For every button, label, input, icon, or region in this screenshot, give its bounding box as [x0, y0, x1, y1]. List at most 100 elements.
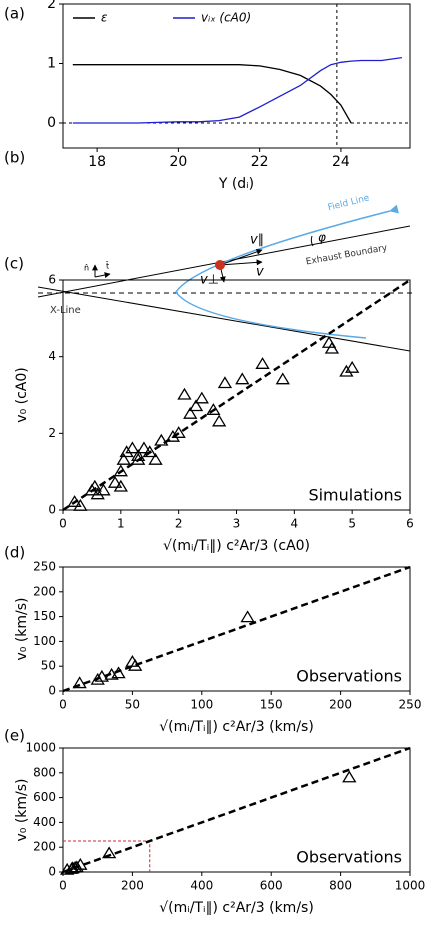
- point: [67, 495, 82, 507]
- y-tick-label: 0: [48, 865, 56, 879]
- plot-frame: [62, 747, 411, 873]
- point: [73, 498, 88, 511]
- diagram: n̂ t̂ X-Line Field Line Exhaust Boundary…: [37, 193, 412, 352]
- point: [96, 483, 111, 496]
- x-tick-label: 6: [406, 517, 414, 531]
- point: [113, 479, 128, 492]
- y-tick-label: 400: [33, 815, 56, 829]
- point: [116, 452, 131, 465]
- point: [188, 399, 204, 412]
- arrow: [94, 272, 111, 279]
- legend-label: ε: [101, 11, 108, 25]
- x-tick-label: 800: [329, 879, 352, 893]
- x-tick-label: 0: [59, 517, 67, 531]
- panel-label: (c): [4, 255, 24, 273]
- label: v∥: [250, 233, 264, 248]
- point: [131, 449, 146, 461]
- point: [102, 846, 117, 859]
- x-tick-label: 200: [121, 879, 144, 893]
- y-tick-label: 800: [33, 765, 56, 779]
- y-tick-label: 50: [41, 659, 56, 673]
- x-tick-label: 400: [190, 879, 213, 893]
- x-tick-label: 0: [59, 879, 67, 893]
- angle-arc: [310, 235, 314, 247]
- point: [339, 364, 354, 377]
- y-tick-label: 4: [48, 349, 56, 363]
- x-axis-label: Y (dᵢ): [218, 176, 254, 192]
- point: [90, 672, 105, 685]
- point: [212, 414, 227, 427]
- point: [275, 372, 290, 385]
- x-tick-label: 1000: [395, 879, 426, 893]
- x-tick-label: 20: [169, 154, 187, 170]
- plot-frame: [62, 566, 411, 692]
- panel-label: (e): [4, 727, 25, 745]
- x-axis-label: √(mᵢ/Tᵢ∥) c²Ar/3 (cA0): [163, 538, 310, 554]
- y-axis-label: v₀ (km/s): [14, 778, 30, 841]
- y-tick-label: 100: [33, 634, 56, 648]
- label: Field Line: [327, 193, 371, 213]
- x-tick-label: 150: [260, 698, 283, 712]
- fit-line: [62, 746, 411, 874]
- y-axis-label: v₀ (km/s): [14, 597, 30, 660]
- point: [171, 426, 186, 438]
- point: [136, 441, 152, 454]
- fit-line: [62, 278, 411, 512]
- point: [165, 429, 181, 442]
- x-tick-label: 5: [348, 517, 356, 531]
- x-tick-label: 18: [88, 154, 106, 170]
- point: [194, 391, 209, 404]
- label: φ: [318, 231, 326, 245]
- point: [94, 669, 110, 682]
- point: [206, 403, 221, 415]
- point: [113, 464, 128, 477]
- x-tick-label: 22: [251, 154, 269, 170]
- panel-label: (a): [4, 5, 25, 23]
- x-tick-label: 200: [329, 698, 352, 712]
- x-tick-label: 50: [125, 698, 140, 712]
- x-axis-label: √(mᵢ/Tᵢ∥) c²Ar/3 (km/s): [159, 900, 314, 916]
- point: [125, 441, 140, 454]
- panel-label: (d): [4, 544, 25, 562]
- point: [177, 387, 192, 400]
- point: [128, 658, 143, 671]
- arrow: [219, 248, 263, 266]
- x-tick-label: 2: [175, 517, 183, 531]
- annotation: Simulations: [308, 486, 402, 505]
- point: [87, 479, 102, 492]
- x-tick-label: 4: [291, 517, 299, 531]
- point: [255, 357, 270, 369]
- y-tick-label: 2: [48, 426, 56, 440]
- panel-label: (b): [4, 149, 25, 167]
- series-line: [72, 56, 402, 124]
- legend-label: vᵢₓ (cA0): [201, 11, 251, 25]
- y-tick-label: 1000: [25, 741, 56, 755]
- annotation: Observations: [296, 848, 402, 867]
- x-tick-label: 1: [117, 517, 125, 531]
- y-tick-label: 1: [47, 56, 56, 72]
- label: Exhaust Boundary: [305, 243, 389, 267]
- annotation: Observations: [296, 667, 402, 686]
- y-tick-label: 150: [33, 609, 56, 623]
- label: t̂: [105, 260, 109, 270]
- point: [235, 372, 250, 385]
- plot-frame: [62, 3, 411, 149]
- arrow: [219, 259, 263, 266]
- y-axis-label: v₀ (cA0): [14, 367, 30, 422]
- x-tick-label: 600: [260, 879, 283, 893]
- y-tick-label: 2: [47, 0, 56, 12]
- point: [345, 360, 360, 373]
- label: v: [256, 265, 264, 280]
- point: [72, 676, 87, 689]
- point: [73, 857, 88, 870]
- point: [111, 666, 126, 679]
- label: X-Line: [50, 305, 81, 316]
- point: [69, 860, 85, 873]
- series-line: [72, 64, 352, 124]
- y-tick-label: 250: [33, 560, 56, 574]
- point: [131, 452, 146, 465]
- point: [240, 610, 255, 623]
- y-tick-label: 600: [33, 790, 56, 804]
- field-line: [175, 204, 399, 339]
